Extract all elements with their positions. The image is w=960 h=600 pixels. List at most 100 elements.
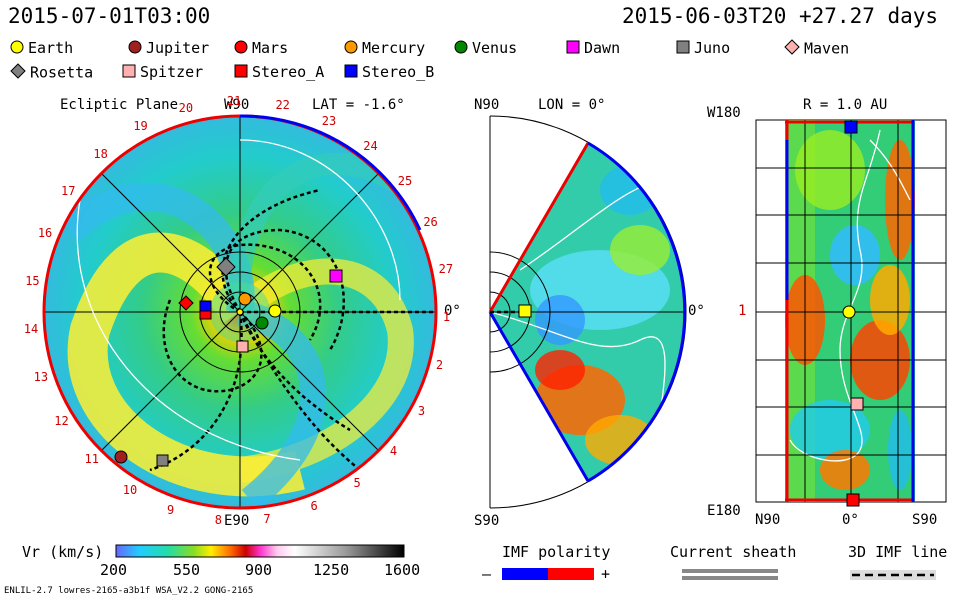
meridional-negative-edge — [488, 311, 590, 482]
mars-circle-icon — [234, 40, 248, 58]
vr-colorbar — [115, 544, 405, 558]
carrington-label: 7 — [263, 511, 271, 526]
venus-marker — [255, 316, 269, 330]
legend-label: Venus — [472, 39, 518, 57]
colorbar-tick-550: 550 — [173, 561, 201, 579]
carrington-label: 10 — [122, 482, 138, 497]
mercury-marker — [238, 292, 252, 306]
imf-positive-swatch — [548, 568, 594, 580]
rosetta-marker — [216, 257, 236, 277]
earth-map-marker — [842, 305, 856, 319]
meridional-plane-panel — [488, 115, 687, 509]
map-bottom-left-label: E180 — [707, 503, 741, 519]
legend-label: Jupiter — [146, 39, 210, 57]
legend-label: Juno — [694, 39, 731, 57]
ecliptic-latitude: LAT = -1.6° — [312, 97, 405, 113]
carrington-label: 4 — [389, 443, 398, 458]
current-sheath-line-2 — [682, 576, 778, 580]
legend-stereo-b: Stereo_B — [344, 63, 434, 82]
imf-minus-label: – — [482, 565, 492, 583]
carrington-label: 11 — [84, 452, 99, 467]
legend-juno: Juno — [676, 39, 730, 58]
spacecraft-legend: Earth Jupiter Mars Mercury Venus Dawn Ju… — [10, 39, 950, 83]
carrington-label: 27 — [438, 261, 454, 276]
legend-earth: Earth — [10, 39, 73, 58]
carrington-label: 15 — [25, 273, 40, 288]
mercury-circle-icon — [344, 40, 358, 58]
jupiter-circle-icon — [128, 40, 142, 58]
map-mid-left-label: 1 — [738, 303, 747, 319]
map-x-label-north: N90 — [755, 512, 781, 528]
rosetta-diamond-icon — [10, 63, 26, 83]
legend-maven: Maven — [784, 39, 849, 59]
dawn-marker — [329, 269, 343, 283]
carrington-label: 18 — [93, 147, 108, 162]
legend-label: Mars — [252, 39, 289, 57]
imf-plus-label: + — [601, 565, 611, 583]
colorbar-label: Vr (km/s) — [22, 543, 104, 561]
spitzer-square-icon — [122, 64, 136, 82]
earth-circle-icon — [10, 40, 24, 58]
colorbar-tick-1600: 1600 — [384, 561, 421, 579]
carrington-label: 13 — [33, 370, 49, 385]
meridional-solar-wind — [490, 165, 670, 465]
stereo-a-square-icon — [234, 64, 248, 82]
earth-marker — [268, 304, 282, 318]
spitzer-marker — [236, 340, 249, 353]
carrington-label: 5 — [353, 476, 361, 491]
map-top-left-label: W180 — [707, 105, 741, 121]
carrington-label: 21 — [226, 94, 242, 109]
map-title: R = 1.0 AU — [803, 97, 888, 113]
legend-dawn: Dawn — [566, 39, 620, 58]
maven-diamond-icon — [784, 39, 800, 59]
stereo-b-square-icon — [344, 64, 358, 82]
reference-datetime: 2015-06-03T20 +27.27 days — [622, 4, 939, 28]
model-footer: ENLIL-2.7 lowres-2165-a3b1f WSA_V2.2 GON… — [4, 586, 254, 596]
legend-label: Rosetta — [30, 63, 94, 82]
spitzer-map-marker — [850, 397, 864, 411]
current-sheath-line-1 — [682, 569, 778, 573]
current-sheath-label: Current sheath — [670, 543, 797, 561]
carrington-label: 3 — [417, 403, 426, 418]
stereo-a-marker — [199, 310, 212, 320]
ecliptic-right-label: 0° — [444, 303, 461, 319]
imf-negative-swatch — [502, 568, 548, 580]
imf-line-label: 3D IMF line — [848, 543, 948, 561]
model-datetime: 2015-07-01T03:00 — [8, 4, 211, 28]
colorbar-tick-200: 200 — [100, 561, 128, 579]
legend-label: Spitzer — [140, 63, 204, 81]
meridional-top-label: N90 — [474, 97, 500, 113]
legend-label: Dawn — [584, 39, 621, 57]
stereo-a-map-marker — [846, 493, 860, 507]
legend-label: Stereo_A — [252, 63, 325, 81]
map-x-label-center: 0° — [842, 512, 859, 528]
meridional-positive-edge — [488, 142, 590, 313]
juno-marker — [156, 454, 169, 467]
ecliptic-markers — [114, 257, 343, 467]
ecliptic-top-label: W90 — [224, 97, 250, 113]
earth-meridional-marker — [518, 304, 532, 318]
carrington-label: 2 — [435, 358, 444, 373]
map-x-label-south: S90 — [912, 512, 938, 528]
carrington-label: 26 — [423, 215, 438, 230]
colorbar-tick-900: 900 — [245, 561, 273, 579]
carrington-label: 12 — [54, 414, 69, 429]
meridional-longitude: LON = 0° — [538, 97, 606, 113]
carrington-label: 22 — [275, 98, 290, 113]
carrington-label: 16 — [37, 226, 53, 241]
carrington-label: 14 — [23, 322, 39, 337]
carrington-label: 25 — [397, 173, 413, 188]
juno-square-icon — [676, 40, 690, 58]
legend-label: Earth — [28, 39, 74, 57]
legend-mercury: Mercury — [344, 39, 425, 58]
carrington-label: 9 — [166, 503, 175, 518]
venus-circle-icon — [454, 40, 468, 58]
mars-marker — [178, 295, 194, 311]
jupiter-marker — [114, 450, 128, 464]
legend-rosetta: Rosetta — [10, 63, 93, 83]
current-sheath-contours — [76, 139, 401, 461]
meridional-polarity-arc — [587, 141, 687, 483]
legend-label: Stereo_B — [362, 63, 435, 81]
meridional-right-label: 0° — [688, 303, 705, 319]
